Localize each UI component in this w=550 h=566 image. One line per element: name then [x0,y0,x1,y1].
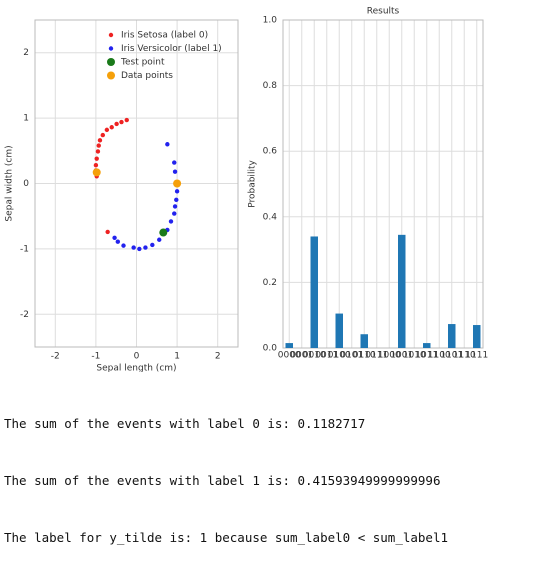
y-tick-label: 0.0 [263,344,278,354]
x-tick-label: 0011 [315,351,338,361]
legend-marker [108,32,114,38]
point [109,125,114,130]
point [172,204,178,209]
legend-label: Iris Setosa (label 0) [121,31,208,41]
point [150,242,155,248]
point [131,245,136,250]
point [97,138,103,143]
point [165,142,170,147]
chart-title: Results [367,7,400,17]
x-tick-label: 1101 [440,351,463,361]
bar [360,334,368,348]
x-axis-label: Sepal length (cm) [96,364,176,373]
output-line: The sum of the events with label 1 is: 0… [4,473,441,488]
point [92,168,101,177]
point [100,132,106,138]
point [95,149,101,154]
point [172,160,177,165]
bar [310,236,318,348]
point [137,246,142,252]
plot-frame [282,19,484,349]
point [143,245,148,250]
point [172,169,178,174]
bar [473,325,481,348]
x-tick-label: 1 [174,352,180,362]
point [115,239,121,244]
point [124,117,129,123]
x-tick-label: -1 [91,352,100,362]
x-tick-label: 0111 [365,351,388,361]
legend-label: Iris Versicolor (label 1) [121,44,222,54]
point [114,121,119,127]
point [104,127,110,133]
x-tick-label: 1100 [428,351,451,361]
point [112,235,117,240]
y-tick-label: 0.4 [263,212,278,222]
point [121,243,126,248]
x-tick-label: 0101 [340,351,363,361]
point [93,162,99,168]
x-tick-label: 1000 [378,351,401,361]
bar [285,343,293,348]
point [119,119,124,125]
legend-label: Test point [120,58,165,68]
y-tick-label: 0.8 [263,81,278,91]
x-tick-label: 0001 [290,351,313,361]
output-text: The sum of the events with label 0 is: 0… [4,376,448,566]
legend-marker [107,58,115,66]
point [96,143,101,148]
y-tick-label: 1 [23,114,29,124]
point [105,229,110,235]
legend-marker [108,46,114,51]
y-tick-label: -2 [20,310,29,320]
x-tick-label: 1010 [403,351,426,361]
bar [423,343,431,348]
y-tick-label: 0 [23,179,29,189]
y-tick-label: -1 [20,244,29,254]
page: -2 -1 0 1 2 -2 -1 0 1 2 Iris Setosa (label 0) Iris … [4,6,489,545]
charts: -2 -1 0 1 2 -2 -1 0 1 2 Iris Setosa (label 0) Iris … [5,7,489,373]
plot-frame [34,19,239,348]
x-tick-label: 0110 [353,351,376,361]
point [157,237,162,242]
y-axis-label: Probability [248,160,258,208]
point [168,219,174,224]
y-tick-label: 0.6 [263,147,278,157]
point [173,179,182,188]
legend-label: Data points [121,71,173,81]
point [174,197,179,203]
bar [398,234,406,348]
x-tick-label: -2 [51,352,60,362]
point [174,189,180,194]
bar [335,313,343,348]
x-tick-label: 0010 [303,351,326,361]
output-line: The label for y_tilde is: 1 because sum_… [4,530,449,545]
y-tick-label: 1.0 [263,16,278,26]
legend-marker [107,71,115,80]
y-tick-label: 2 [23,48,29,58]
x-tick-label: 1110 [453,351,476,361]
point [94,156,99,161]
x-tick-label: 0 [134,352,140,362]
y-tick-label: 0.2 [263,278,277,288]
x-tick-label: 1111 [465,351,488,361]
x-tick-label: 2 [215,352,221,362]
x-tick-label: 1011 [415,351,438,361]
output-line: The sum of the events with label 0 is: 0… [4,416,366,431]
y-axis-label: Sepal width (cm) [5,145,15,221]
x-tick-label: 0100 [328,351,351,361]
point [159,228,168,237]
x-tick-label: 0000 [278,351,301,361]
point [172,211,177,216]
x-tick-label: 1001 [390,351,413,361]
bar [448,324,456,348]
